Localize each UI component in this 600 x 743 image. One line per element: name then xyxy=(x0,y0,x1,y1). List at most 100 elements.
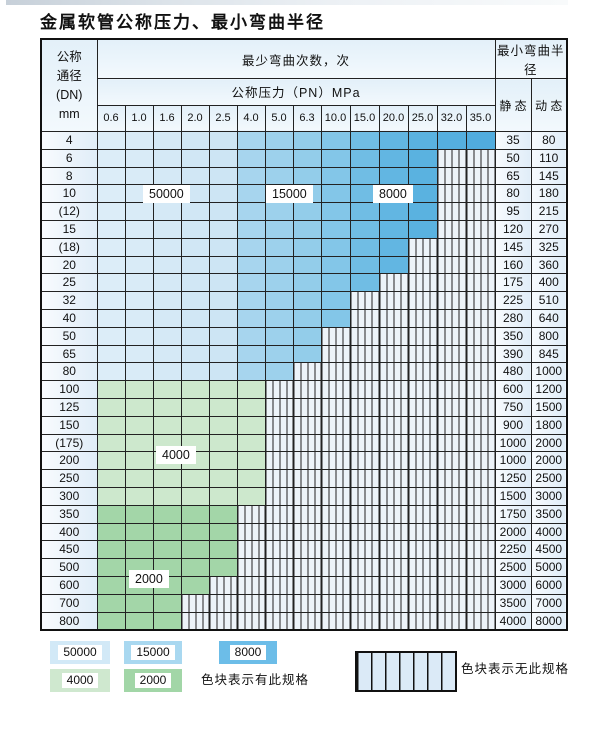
legend-swatch-15000: 15000 xyxy=(124,641,182,664)
pn-nospec-cell xyxy=(292,380,322,399)
pn-spec-cell xyxy=(208,433,238,453)
pn-spec-cell xyxy=(152,397,182,417)
legend-label-50000: 50000 xyxy=(58,645,102,660)
pn-nospec-cell xyxy=(436,469,467,488)
dynamic-radius-cell: 1200 xyxy=(530,380,568,399)
pn-nospec-cell xyxy=(436,326,467,346)
pn-nospec-cell xyxy=(436,433,467,453)
pn-nospec-cell xyxy=(236,540,266,560)
pn-spec-cell xyxy=(236,291,266,310)
dn-cell: 80 xyxy=(40,362,98,382)
pn-spec-cell xyxy=(96,131,126,150)
static-radius-cell: 160 xyxy=(494,255,532,275)
pn-nospec-cell xyxy=(378,308,409,328)
dn-header-cell: 公称 通径 (DN) mm xyxy=(40,38,98,132)
pn-nospec-cell xyxy=(407,291,438,310)
pn-spec-cell xyxy=(208,166,238,186)
pn-nospec-cell xyxy=(407,344,438,364)
legend-label-4000: 4000 xyxy=(61,673,99,688)
dynamic-radius-cell: 110 xyxy=(530,148,568,168)
static-radius-cell: 4000 xyxy=(494,611,532,631)
pn-nospec-cell xyxy=(407,451,438,471)
static-radius-cell: 2000 xyxy=(494,522,532,542)
pn-spec-cell xyxy=(236,255,266,275)
pn-spec-cell xyxy=(124,344,154,364)
pn-nospec-cell xyxy=(407,593,438,613)
dynamic-radius-cell: 145 xyxy=(530,166,568,186)
dn-cell: 300 xyxy=(40,486,98,506)
pn-nospec-cell xyxy=(436,415,467,435)
pn-spec-cell xyxy=(264,362,294,382)
pn-nospec-cell xyxy=(180,593,210,613)
pn-spec-cell xyxy=(124,326,154,346)
pn-nospec-cell xyxy=(465,469,496,488)
pn-nospec-cell xyxy=(292,611,322,631)
pn-spec-cell xyxy=(292,344,322,364)
pn-nospec-cell xyxy=(378,344,409,364)
pn-spec-cell xyxy=(152,166,182,186)
dn-cell: 500 xyxy=(40,558,98,577)
pressure-header: 公称压力（PN）MPa xyxy=(96,78,496,106)
pn-nospec-cell xyxy=(465,504,496,524)
dynamic-radius-cell: 360 xyxy=(530,255,568,275)
legend-swatch-50000: 50000 xyxy=(50,641,110,664)
pn-spec-cell xyxy=(124,131,154,150)
pn-nospec-cell xyxy=(465,380,496,399)
pn-spec-cell xyxy=(320,202,351,221)
dynamic-radius-cell: 4500 xyxy=(530,540,568,560)
pn-spec-cell xyxy=(349,237,380,257)
pn-spec-cell xyxy=(96,237,126,257)
pn-spec-cell xyxy=(152,237,182,257)
pn-spec-cell xyxy=(264,344,294,364)
pn-nospec-cell xyxy=(320,486,351,506)
static-radius-cell: 1500 xyxy=(494,486,532,506)
pn-nospec-cell xyxy=(378,326,409,346)
table-row: 150 900 1800 xyxy=(40,415,568,435)
pn-spec-cell xyxy=(96,504,126,524)
pn-spec-cell xyxy=(180,380,210,399)
pn-spec-cell xyxy=(292,237,322,257)
pn-spec-cell xyxy=(236,166,266,186)
pn-spec-cell xyxy=(96,558,126,577)
pn-nospec-cell xyxy=(208,593,238,613)
pn-spec-cell xyxy=(124,451,154,471)
pn-spec-cell xyxy=(152,611,182,631)
pn-nospec-cell xyxy=(407,486,438,506)
pn-spec-cell xyxy=(96,255,126,275)
pn-nospec-cell xyxy=(236,504,266,524)
pn-spec-cell xyxy=(320,237,351,257)
pn-nospec-cell xyxy=(407,504,438,524)
pn-nospec-cell xyxy=(292,540,322,560)
pn-nospec-cell xyxy=(407,558,438,577)
pn-nospec-cell xyxy=(378,486,409,506)
dynamic-radius-cell: 325 xyxy=(530,237,568,257)
pn-nospec-cell xyxy=(465,486,496,506)
pn-spec-cell xyxy=(96,273,126,293)
pn-spec-cell xyxy=(407,202,438,221)
pn-nospec-cell xyxy=(465,362,496,382)
pn-spec-cell xyxy=(236,308,266,328)
pn-nospec-cell xyxy=(378,593,409,613)
pn-nospec-cell xyxy=(320,344,351,364)
pn-spec-cell xyxy=(124,219,154,239)
pn-spec-cell xyxy=(180,219,210,239)
pn-spec-cell xyxy=(96,451,126,471)
pn-spec-cell xyxy=(124,397,154,417)
pn-nospec-cell xyxy=(349,433,380,453)
pn-spec-cell xyxy=(152,344,182,364)
pn-spec-cell xyxy=(208,397,238,417)
pn-nospec-cell xyxy=(407,575,438,595)
pn-spec-cell xyxy=(264,148,294,168)
pn-spec-cell xyxy=(407,166,438,186)
pn-spec-cell xyxy=(180,362,210,382)
cycles-label-50000: 50000 xyxy=(143,185,190,203)
pn-nospec-cell xyxy=(436,148,467,168)
pn-spec-cell xyxy=(180,469,210,488)
pn-spec-cell xyxy=(208,522,238,542)
spec-table-header: 公称 通径 (DN) mm 最少弯曲次数，次 最小弯曲半径 公称压力（PN）MP… xyxy=(40,38,568,132)
pn-nospec-cell xyxy=(264,558,294,577)
pn-nospec-cell xyxy=(349,522,380,542)
pn-nospec-cell xyxy=(465,593,496,613)
pn-spec-cell xyxy=(292,202,322,221)
pn-spec-cell xyxy=(292,166,322,186)
